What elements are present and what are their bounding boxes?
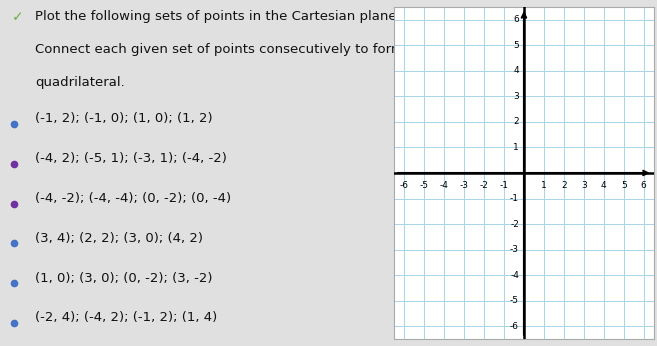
- Text: -1: -1: [510, 194, 519, 203]
- Text: 4: 4: [513, 66, 519, 75]
- Text: -3: -3: [510, 245, 519, 254]
- Text: (3, 4); (2, 2); (3, 0); (4, 2): (3, 4); (2, 2); (3, 0); (4, 2): [35, 232, 203, 245]
- Text: -3: -3: [459, 181, 468, 190]
- Text: 5: 5: [621, 181, 627, 190]
- Text: (-2, 4); (-4, 2); (-1, 2); (1, 4): (-2, 4); (-4, 2); (-1, 2); (1, 4): [35, 311, 217, 325]
- Text: -4: -4: [440, 181, 449, 190]
- Text: -6: -6: [399, 181, 409, 190]
- Text: Connect each given set of points consecutively to form a: Connect each given set of points consecu…: [35, 43, 417, 56]
- Text: 2: 2: [513, 117, 519, 126]
- Text: 3: 3: [581, 181, 587, 190]
- Text: (-1, 2); (-1, 0); (1, 0); (1, 2): (-1, 2); (-1, 0); (1, 0); (1, 2): [35, 112, 213, 126]
- Text: 5: 5: [513, 41, 519, 50]
- Text: (-4, 2); (-5, 1); (-3, 1); (-4, -2): (-4, 2); (-5, 1); (-3, 1); (-4, -2): [35, 152, 227, 165]
- Text: -2: -2: [510, 220, 519, 229]
- Text: Plot the following sets of points in the Cartesian plane.: Plot the following sets of points in the…: [35, 10, 401, 24]
- Text: 3: 3: [513, 92, 519, 101]
- Text: 1: 1: [513, 143, 519, 152]
- Text: quadrilateral.: quadrilateral.: [35, 76, 125, 89]
- Text: ✓: ✓: [12, 10, 24, 24]
- Text: -6: -6: [510, 322, 519, 331]
- Text: 2: 2: [561, 181, 567, 190]
- Text: (1, 0); (3, 0); (0, -2); (3, -2): (1, 0); (3, 0); (0, -2); (3, -2): [35, 272, 213, 285]
- Text: (-4, -2); (-4, -4); (0, -2); (0, -4): (-4, -2); (-4, -4); (0, -2); (0, -4): [35, 192, 231, 205]
- Text: 6: 6: [513, 15, 519, 24]
- Text: -2: -2: [480, 181, 488, 190]
- Text: -5: -5: [420, 181, 428, 190]
- Text: -4: -4: [510, 271, 519, 280]
- Text: 6: 6: [641, 181, 646, 190]
- Text: -5: -5: [510, 296, 519, 305]
- Text: 4: 4: [601, 181, 606, 190]
- Text: 1: 1: [541, 181, 547, 190]
- Text: -1: -1: [499, 181, 509, 190]
